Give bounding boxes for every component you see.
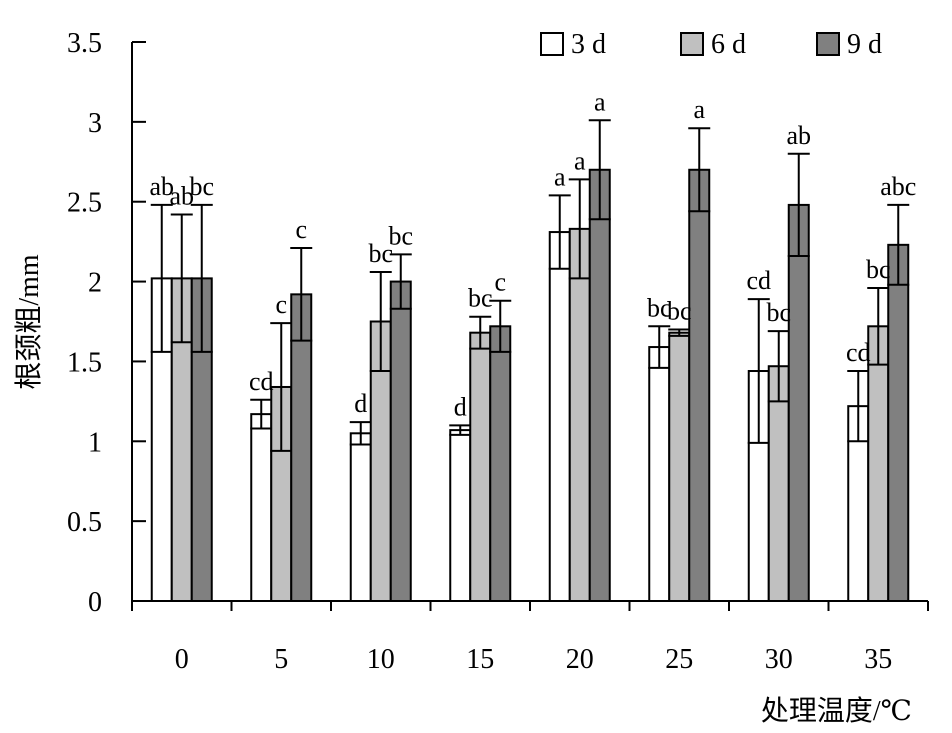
data-label: cd [249,367,274,396]
data-label: c [275,290,287,319]
bar [887,243,910,603]
data-label: a [693,95,705,124]
data-label: bc [866,255,891,284]
x-tick-label: 20 [566,644,594,675]
y-tick-label: 2.5 [67,188,102,219]
legend-label: 6 d [711,29,746,60]
x-tick-label: 10 [367,644,395,675]
data-label: bc [189,172,214,201]
bar [688,168,711,602]
y-tick-label: 3 [88,108,102,139]
bar [668,331,691,602]
bar [389,280,412,602]
x-tick-label: 25 [665,644,693,675]
legend-label: 3 d [571,29,606,60]
bar [250,413,273,602]
data-label: bc [388,221,413,250]
axes-layer: 0 0.5 1 1.5 2 2.5 3 3.5 0 5 10 15 20 25 30 35 [67,28,929,675]
legend: 3 d 6 d 9 d [540,29,882,60]
data-label: cd [746,266,771,295]
legend-swatch [816,32,840,56]
legend-label: 9 d [847,29,882,60]
y-tick-label: 2 [88,268,102,299]
x-tick-label: 0 [175,644,189,675]
legend-swatch [680,32,704,56]
bars-layer [150,119,910,603]
y-tick-label: 3.5 [67,28,102,59]
data-label: bc [468,284,493,313]
x-tick-label: 35 [864,644,892,675]
bar [449,429,472,602]
data-label: bc [766,298,791,327]
data-label: d [354,389,367,418]
y-tick-label: 0.5 [67,507,102,538]
bar [787,203,810,602]
data-label: d [454,392,467,421]
bar [489,325,512,602]
data-label: abc [880,172,916,201]
y-tick-label: 1.5 [67,347,102,378]
y-axis-title: 根颈粗/mm [13,254,45,390]
y-tick-label: 0 [88,587,102,618]
bar [349,432,372,602]
data-label: cd [846,338,871,367]
bar [588,168,611,602]
x-tick-label: 30 [765,644,793,675]
x-axis-title: 处理温度/℃ [761,695,912,727]
data-label: ab [169,181,194,210]
data-label: a [574,146,586,175]
y-tick-label: 1 [88,427,102,458]
bar [548,231,571,602]
data-label: a [594,87,606,116]
bar [469,331,492,602]
data-label: bc [647,293,672,322]
data-label: c [494,268,506,297]
legend-swatch [540,32,564,56]
data-label: bc [368,239,393,268]
data-label: ab [149,172,174,201]
data-label: c [295,215,307,244]
data-label: ab [786,121,811,150]
data-label: bc [667,296,692,325]
data-label: a [554,162,566,191]
bar [867,325,890,602]
bar [568,227,591,602]
bar [648,346,671,602]
x-tick-label: 5 [274,644,288,675]
x-tick-label: 15 [466,644,494,675]
